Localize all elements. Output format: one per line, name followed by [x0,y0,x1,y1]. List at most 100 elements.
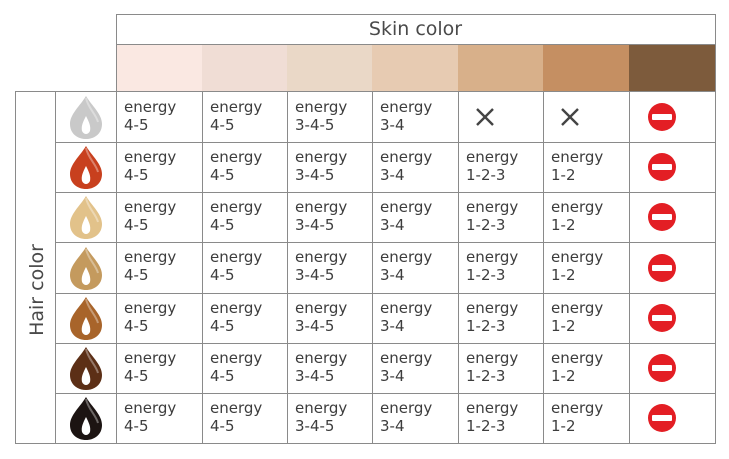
energy-label: energy [210,399,263,417]
hair-color-header: Hair color [26,244,48,336]
energy-cell: energy 4-5 [210,399,262,435]
skin-swatch [202,45,287,91]
energy-label: energy [551,349,604,367]
energy-level: 1-2-3 [466,266,506,284]
energy-cell: energy 1-2-3 [466,148,518,184]
skin-swatch [287,45,372,91]
no-entry-icon [648,304,676,332]
energy-level: 4-5 [124,166,149,184]
energy-label: energy [466,248,519,266]
energy-cell: energy 3-4-5 [295,399,347,435]
energy-level: 4-5 [210,367,235,385]
energy-level: 3-4-5 [295,317,335,335]
energy-label: energy [124,399,177,417]
energy-label: energy [210,98,263,116]
energy-label: energy [466,349,519,367]
energy-level: 1-2 [551,417,576,435]
energy-cell: energy 3-4 [380,349,432,385]
header-top-line [116,14,715,15]
energy-level: 3-4-5 [295,166,335,184]
cross-icon [476,108,494,126]
energy-label: energy [124,248,177,266]
energy-level: 4-5 [210,266,235,284]
energy-level: 1-2-3 [466,317,506,335]
table-top-line [15,91,716,92]
label-col-line [55,91,56,444]
energy-level: 3-4-5 [295,266,335,284]
energy-label: energy [380,299,433,317]
energy-cell: energy 1-2 [551,349,603,385]
row-divider [55,293,716,294]
hair-drop-icon [70,397,102,440]
table-left-line [15,91,16,444]
energy-level: 3-4 [380,417,405,435]
energy-level: 4-5 [124,266,149,284]
energy-cell: energy 3-4-5 [295,349,347,385]
energy-cell: energy 1-2-3 [466,299,518,335]
header-mid-line [116,44,715,45]
energy-label: energy [551,148,604,166]
energy-label: energy [380,148,433,166]
table-bottom-line [15,443,716,444]
energy-cell: energy 4-5 [124,198,176,234]
energy-label: energy [124,349,177,367]
skin-swatch [372,45,458,91]
energy-level: 1-2 [551,266,576,284]
energy-level: 3-4 [380,116,405,134]
row-divider [55,242,716,243]
energy-cell: energy 4-5 [210,349,262,385]
skin-swatch [629,45,715,91]
energy-level: 4-5 [124,417,149,435]
energy-level: 4-5 [210,116,235,134]
energy-level: 4-5 [210,317,235,335]
energy-level: 3-4 [380,367,405,385]
energy-cell: energy 3-4-5 [295,299,347,335]
hair-drop-icon [70,196,102,239]
energy-cell: energy 1-2-3 [466,399,518,435]
energy-cell: energy 3-4-5 [295,148,347,184]
energy-label: energy [295,399,348,417]
energy-level: 4-5 [124,367,149,385]
energy-cell: energy 4-5 [210,98,262,134]
energy-level: 4-5 [210,216,235,234]
energy-level: 4-5 [210,417,235,435]
energy-cell: energy 3-4 [380,198,432,234]
energy-cell: energy 3-4 [380,248,432,284]
no-entry-icon [648,103,676,131]
energy-level: 3-4 [380,317,405,335]
energy-label: energy [466,198,519,216]
energy-level: 3-4-5 [295,367,335,385]
header-right-line [715,14,716,92]
energy-label: energy [295,299,348,317]
no-entry-icon [648,404,676,432]
column-divider [116,91,117,444]
energy-level: 4-5 [210,166,235,184]
energy-label: energy [124,299,177,317]
column-divider [458,91,459,444]
energy-level: 1-2-3 [466,367,506,385]
energy-label: energy [124,148,177,166]
header-left-line [116,14,117,92]
energy-label: energy [210,198,263,216]
energy-level: 3-4-5 [295,417,335,435]
energy-label: energy [551,248,604,266]
energy-label: energy [295,198,348,216]
skin-swatch [543,45,629,91]
energy-level: 1-2-3 [466,216,506,234]
energy-label: energy [210,349,263,367]
column-divider [543,91,544,444]
energy-label: energy [466,299,519,317]
energy-cell: energy 4-5 [124,248,176,284]
energy-cell: energy 3-4 [380,148,432,184]
skin-color-header: Skin color [368,18,463,40]
energy-label: energy [210,248,263,266]
energy-level: 1-2 [551,367,576,385]
energy-label: energy [380,198,433,216]
energy-cell: energy 4-5 [210,248,262,284]
energy-cell: energy 3-4-5 [295,198,347,234]
hair-drop-icon [70,297,102,340]
energy-cell: energy 4-5 [124,349,176,385]
energy-cell: energy 3-4-5 [295,248,347,284]
energy-label: energy [380,399,433,417]
skin-swatch [116,45,202,91]
